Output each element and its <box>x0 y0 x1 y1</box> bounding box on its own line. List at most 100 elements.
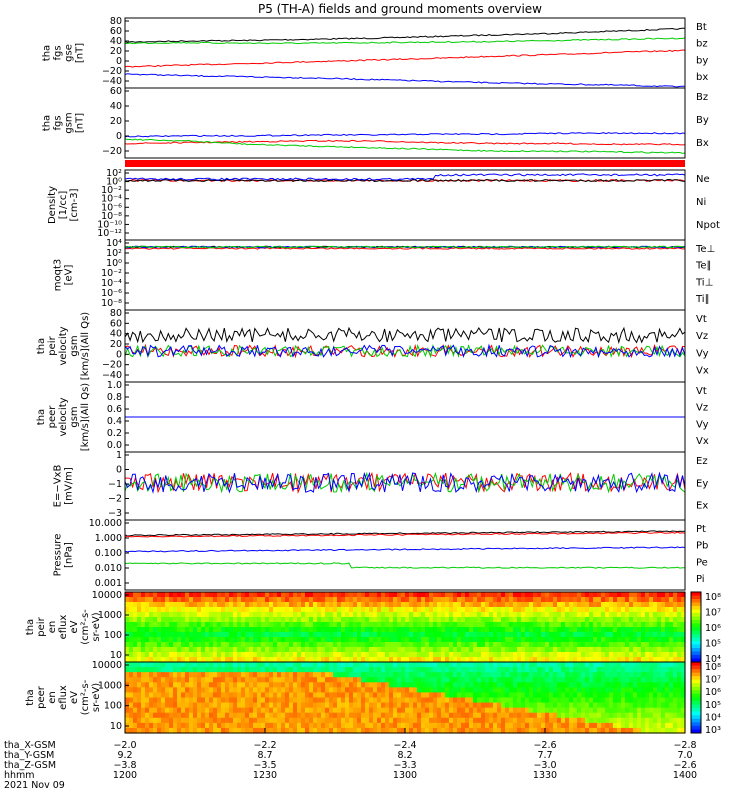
colorbar-tick: 10⁴ <box>705 654 721 665</box>
spec-cell <box>661 632 666 638</box>
spec-cell <box>193 697 198 704</box>
spec-cell <box>245 642 250 648</box>
spec-cell <box>197 652 202 658</box>
spec-cell <box>281 607 286 613</box>
spec-cell <box>541 662 546 668</box>
spec-cell <box>469 722 474 729</box>
spec-cell <box>661 677 666 683</box>
spec-cell <box>585 642 590 648</box>
spec-cell <box>309 727 314 734</box>
spec-cell <box>541 627 546 633</box>
spec-cell <box>189 612 194 618</box>
spec-cell <box>681 682 686 688</box>
spec-cell <box>677 647 682 653</box>
spec-cell <box>457 687 462 694</box>
spec-cell <box>409 662 414 668</box>
spec-cell <box>177 697 182 704</box>
spec-cell <box>669 677 674 683</box>
spec-cell <box>641 667 646 673</box>
spec-cell <box>589 672 594 678</box>
spec-cell <box>285 612 290 618</box>
spec-cell <box>485 682 490 688</box>
spec-cell <box>517 592 522 598</box>
spec-cell <box>665 602 670 608</box>
spec-cell <box>337 677 342 683</box>
spec-cell <box>145 617 150 623</box>
spec-cell <box>625 612 630 618</box>
spec-cell <box>553 707 558 714</box>
spec-cell <box>225 727 230 734</box>
spec-cell <box>329 627 334 633</box>
ytick-label: −20 <box>102 360 122 371</box>
spec-cell <box>337 662 342 668</box>
spec-cell <box>421 727 426 734</box>
spec-cell <box>357 712 362 719</box>
spec-cell <box>565 682 570 688</box>
spec-cell <box>477 712 482 719</box>
spec-cell <box>297 667 302 673</box>
trace-Ex <box>124 471 686 494</box>
spec-cell <box>357 627 362 633</box>
spec-cell <box>205 632 210 638</box>
spec-cell <box>253 712 258 719</box>
spec-cell <box>221 592 226 598</box>
spec-cell <box>453 697 458 704</box>
spec-cell <box>129 647 134 653</box>
spec-cell <box>313 617 318 623</box>
spec-cell <box>169 592 174 598</box>
spec-cell <box>661 617 666 623</box>
spec-cell <box>517 722 522 729</box>
spec-cell <box>249 672 254 678</box>
spec-cell <box>297 607 302 613</box>
spec-cell <box>373 677 378 683</box>
spec-cell <box>233 652 238 658</box>
spec-cell <box>625 657 630 663</box>
spec-cell <box>301 597 306 603</box>
spec-cell <box>409 642 414 648</box>
spec-cell <box>205 672 210 678</box>
spec-cell <box>653 627 658 633</box>
spec-cell <box>461 597 466 603</box>
legend-Vz: Vz <box>696 403 708 414</box>
spec-cell <box>337 602 342 608</box>
spec-cell <box>585 602 590 608</box>
spec-cell <box>437 707 442 714</box>
spec-cell <box>169 637 174 643</box>
spec-cell <box>509 667 514 673</box>
spec-cell <box>533 697 538 704</box>
spec-cell <box>569 687 574 694</box>
spec-cell <box>465 637 470 643</box>
spec-cell <box>613 637 618 643</box>
spec-cell <box>533 647 538 653</box>
colorbar-cell <box>691 718 701 723</box>
spec-cell <box>181 697 186 704</box>
spec-cell <box>361 617 366 623</box>
spec-cell <box>321 717 326 724</box>
spec-cell <box>541 702 546 709</box>
spec-cell <box>505 652 510 658</box>
spec-cell <box>129 682 134 688</box>
spec-cell <box>181 712 186 719</box>
spec-cell <box>145 667 150 673</box>
spec-cell <box>493 682 498 688</box>
spec-cell <box>625 687 630 694</box>
spec-cell <box>129 637 134 643</box>
spec-cell <box>305 707 310 714</box>
spec-cell <box>557 697 562 704</box>
spec-cell <box>633 682 638 688</box>
spec-cell <box>509 602 514 608</box>
spec-cell <box>493 617 498 623</box>
spec-cell <box>269 702 274 709</box>
spec-cell <box>133 647 138 653</box>
spec-cell <box>333 682 338 688</box>
spec-cell <box>265 692 270 699</box>
spec-cell <box>653 592 658 598</box>
spec-cell <box>549 667 554 673</box>
spec-cell <box>577 692 582 699</box>
spec-cell <box>281 597 286 603</box>
spec-cell <box>461 657 466 663</box>
spec-cell <box>133 612 138 618</box>
spec-cell <box>233 647 238 653</box>
spec-cell <box>333 637 338 643</box>
spec-cell <box>457 697 462 704</box>
